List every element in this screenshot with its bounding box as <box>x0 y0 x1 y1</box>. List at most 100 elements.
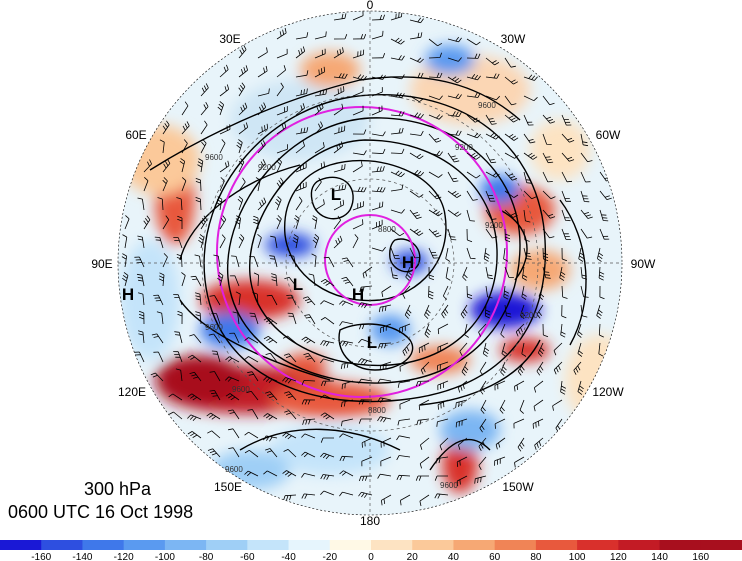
wind-barb <box>409 95 424 103</box>
wind-barb <box>276 122 287 135</box>
colorbar-swatch <box>288 540 331 550</box>
wind-barb <box>156 311 164 325</box>
colorbar-tick-label: 40 <box>448 552 460 561</box>
wind-barb <box>371 131 386 137</box>
colorbar-swatch <box>618 540 661 550</box>
wind-barb <box>213 254 221 268</box>
wind-barb <box>474 475 487 484</box>
wind-barb <box>485 171 500 178</box>
colorbar-tick-label: 20 <box>407 552 419 561</box>
colorbar-swatch <box>41 540 83 550</box>
wind-barb <box>137 197 145 211</box>
wind-barb <box>263 435 278 442</box>
wind-barb <box>181 139 188 154</box>
wind-barb <box>352 161 363 173</box>
wind-barb <box>455 399 468 408</box>
wind-barb <box>402 342 411 356</box>
wind-barb <box>521 342 527 357</box>
wind-barb <box>270 235 278 249</box>
wind-barb <box>238 102 248 116</box>
colorbar-tick-label: -100 <box>155 552 175 561</box>
wind-barb <box>482 342 490 357</box>
wind-barb <box>390 209 405 214</box>
wind-barb <box>301 399 316 405</box>
wind-barb <box>381 494 392 506</box>
lon-label-180: 180 <box>360 514 380 528</box>
wind-barb <box>466 285 473 300</box>
wind-barb <box>219 160 230 173</box>
wind-barb <box>428 72 443 78</box>
wind-barb <box>580 209 593 219</box>
wind-barb <box>320 452 335 460</box>
wind-barb <box>143 159 152 173</box>
wind-barb <box>522 266 528 281</box>
wind-barb <box>244 431 259 439</box>
lon-label-30w: 30W <box>501 32 526 46</box>
wind-barb <box>357 358 373 365</box>
wind-barb <box>523 247 532 260</box>
wind-barb <box>134 256 145 268</box>
wind-barb <box>320 317 335 325</box>
wind-barb <box>428 266 435 281</box>
wind-barb <box>371 201 384 211</box>
wind-barb <box>157 197 164 211</box>
wind-barb <box>211 350 221 363</box>
low-marker-south: L <box>367 333 377 352</box>
wind-barb <box>399 323 411 333</box>
wind-barb <box>287 312 297 325</box>
wind-barb <box>295 46 306 59</box>
wind-barb <box>390 266 399 280</box>
colorbar-tick-label: -160 <box>31 552 51 561</box>
wind-barb <box>314 31 327 40</box>
wind-barb <box>409 57 424 63</box>
wind-barb <box>561 190 571 202</box>
wind-barb <box>238 177 246 192</box>
wind-barb <box>276 158 282 173</box>
wind-barb <box>390 228 405 237</box>
colorbar-tick-label: 120 <box>610 552 627 561</box>
wind-barb <box>314 48 326 59</box>
contour-label: 9600 <box>440 481 458 490</box>
wind-barb <box>503 247 509 262</box>
wind-barb <box>485 73 500 79</box>
wind-barb <box>352 49 365 59</box>
wind-barb <box>238 45 247 59</box>
colorbar-swatch <box>453 540 496 550</box>
wind-barb <box>428 285 434 300</box>
wind-barb <box>361 437 373 448</box>
wind-barb <box>288 254 297 268</box>
wind-barb <box>181 101 189 116</box>
wind-barb <box>402 285 411 299</box>
wind-barb <box>504 114 518 123</box>
wind-barb <box>138 310 145 325</box>
wind-barb <box>447 93 462 99</box>
wind-barb <box>523 152 538 160</box>
high-marker-east: H <box>402 253 414 272</box>
wind-barb <box>485 57 500 66</box>
wind-barb <box>168 393 183 401</box>
wind-barb <box>276 82 284 97</box>
wind-barb <box>302 418 316 425</box>
wind-barb <box>194 292 202 306</box>
wind-barb <box>175 368 183 382</box>
wind-barb <box>252 292 259 306</box>
wind-barb <box>409 169 424 177</box>
wind-barb <box>276 106 288 116</box>
wind-barb <box>177 310 183 325</box>
wind-barb <box>238 82 246 97</box>
wind-barb <box>485 132 500 140</box>
wind-barb <box>301 473 316 478</box>
wind-barb <box>390 127 404 135</box>
wind-barb <box>257 159 266 173</box>
wind-barb <box>320 474 335 480</box>
colorbar-tick-label: 80 <box>530 552 542 561</box>
wind-barb <box>217 101 224 116</box>
wind-barb <box>276 65 286 78</box>
wind-barb <box>265 391 278 401</box>
wind-barb <box>390 148 405 154</box>
wind-barb <box>560 323 566 338</box>
wind-barb <box>447 152 460 163</box>
wind-barb <box>542 190 556 200</box>
wind-barb <box>352 105 364 116</box>
wind-barb <box>517 361 525 376</box>
